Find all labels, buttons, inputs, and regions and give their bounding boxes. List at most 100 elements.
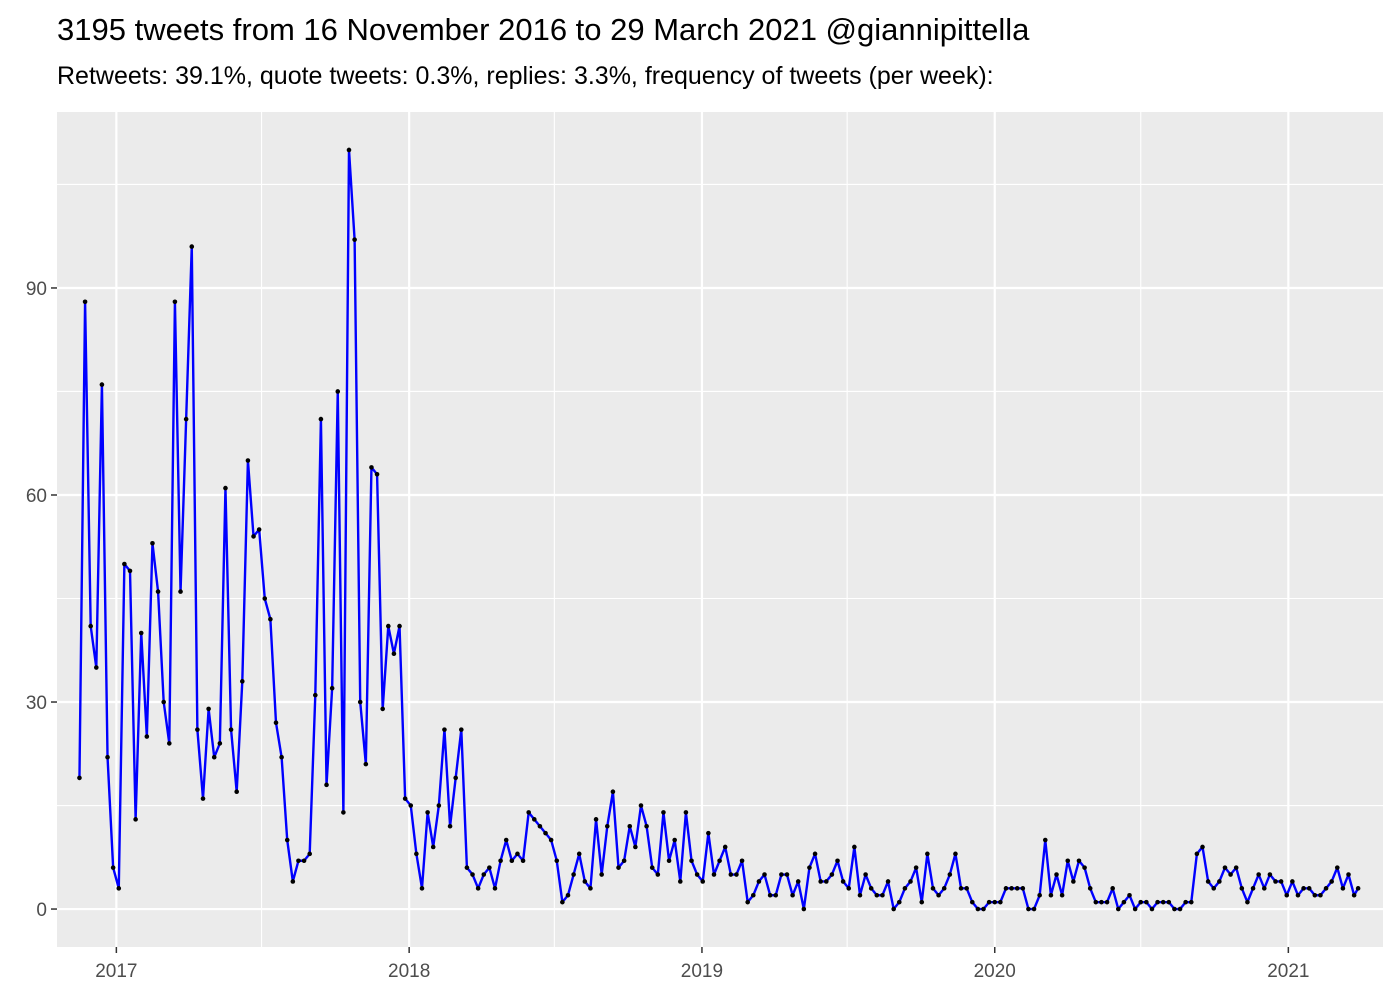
data-point	[122, 561, 127, 567]
data-point	[245, 458, 251, 463]
data-point	[1110, 886, 1115, 891]
data-point	[795, 879, 801, 884]
data-point	[857, 892, 863, 898]
data-point	[240, 679, 245, 684]
data-point	[1144, 899, 1149, 905]
data-point	[1009, 886, 1014, 891]
axis-tick-labels: 2017 2018 2019 2020 2021 0 30 60 90	[26, 279, 1310, 982]
data-point	[352, 237, 357, 242]
data-point	[82, 299, 88, 305]
data-point	[767, 892, 773, 898]
data-point	[750, 892, 756, 898]
data-point	[1160, 899, 1166, 905]
data-point	[189, 244, 195, 249]
data-point	[604, 823, 610, 829]
data-point	[543, 830, 548, 836]
data-point	[1121, 899, 1127, 905]
data-point	[290, 879, 296, 884]
data-point	[223, 485, 228, 491]
data-point	[1177, 906, 1183, 912]
data-point	[992, 899, 998, 905]
data-point	[1340, 886, 1346, 891]
data-point	[262, 596, 268, 601]
y-tick-label: 0	[36, 900, 47, 921]
data-point	[110, 865, 116, 870]
data-point	[414, 851, 419, 857]
data-point	[829, 872, 835, 877]
data-point	[823, 879, 829, 884]
data-point	[200, 796, 206, 801]
data-point	[807, 865, 812, 870]
axis-ticks	[51, 287, 1290, 953]
data-point	[1059, 892, 1065, 898]
data-point	[616, 865, 621, 870]
data-point	[206, 706, 211, 712]
data-point	[279, 754, 284, 760]
data-point	[925, 851, 930, 857]
data-point	[487, 865, 492, 870]
data-point	[436, 803, 442, 808]
data-point	[1076, 858, 1082, 864]
data-point	[1115, 906, 1121, 912]
data-point	[1042, 837, 1048, 843]
data-point	[1261, 886, 1267, 891]
data-point	[256, 527, 262, 532]
data-point	[77, 775, 82, 781]
data-point	[1267, 872, 1273, 877]
data-point	[868, 886, 874, 891]
major-gridlines	[57, 112, 1383, 947]
data-point	[172, 299, 178, 305]
data-point	[655, 872, 661, 877]
data-point	[341, 810, 346, 815]
data-point	[1273, 879, 1278, 884]
data-point	[470, 872, 475, 877]
data-point	[790, 892, 795, 898]
data-point	[228, 727, 234, 732]
data-point	[908, 879, 913, 884]
data-point	[442, 727, 447, 732]
data-point	[1290, 879, 1295, 884]
data-point	[711, 872, 717, 877]
data-point	[144, 734, 150, 739]
data-point	[706, 830, 711, 836]
data-point	[1228, 872, 1233, 877]
data-point	[138, 630, 144, 636]
data-point	[773, 892, 779, 898]
data-point	[1200, 844, 1205, 850]
data-point	[268, 616, 273, 622]
data-point	[571, 872, 576, 877]
data-point	[1048, 892, 1054, 898]
data-point	[526, 810, 531, 815]
chart-subtitle: Retweets: 39.1%, quote tweets: 0.3%, rep…	[57, 62, 994, 90]
data-point	[1301, 886, 1306, 891]
data-point	[217, 741, 223, 746]
data-point	[818, 879, 823, 884]
data-point	[88, 623, 93, 629]
data-point	[565, 892, 571, 898]
data-point	[1318, 892, 1323, 898]
data-point	[1323, 886, 1329, 891]
data-point	[313, 692, 318, 698]
y-tick-label: 60	[26, 486, 47, 507]
data-point	[1037, 892, 1042, 898]
data-point	[835, 858, 840, 864]
data-point	[509, 858, 515, 864]
data-point	[930, 886, 936, 891]
minor-gridlines	[57, 112, 1383, 947]
data-point	[1104, 899, 1110, 905]
data-point	[1127, 892, 1132, 898]
data-point	[582, 879, 588, 884]
data-point	[397, 623, 402, 629]
data-point	[846, 886, 852, 891]
data-point	[453, 775, 458, 781]
data-point	[880, 892, 885, 898]
data-point	[520, 858, 526, 864]
data-point	[1093, 899, 1099, 905]
data-point	[318, 416, 324, 422]
data-point	[689, 858, 694, 864]
data-point	[722, 844, 728, 850]
data-point	[1099, 899, 1104, 905]
data-point	[1054, 872, 1059, 877]
data-point	[919, 899, 925, 905]
